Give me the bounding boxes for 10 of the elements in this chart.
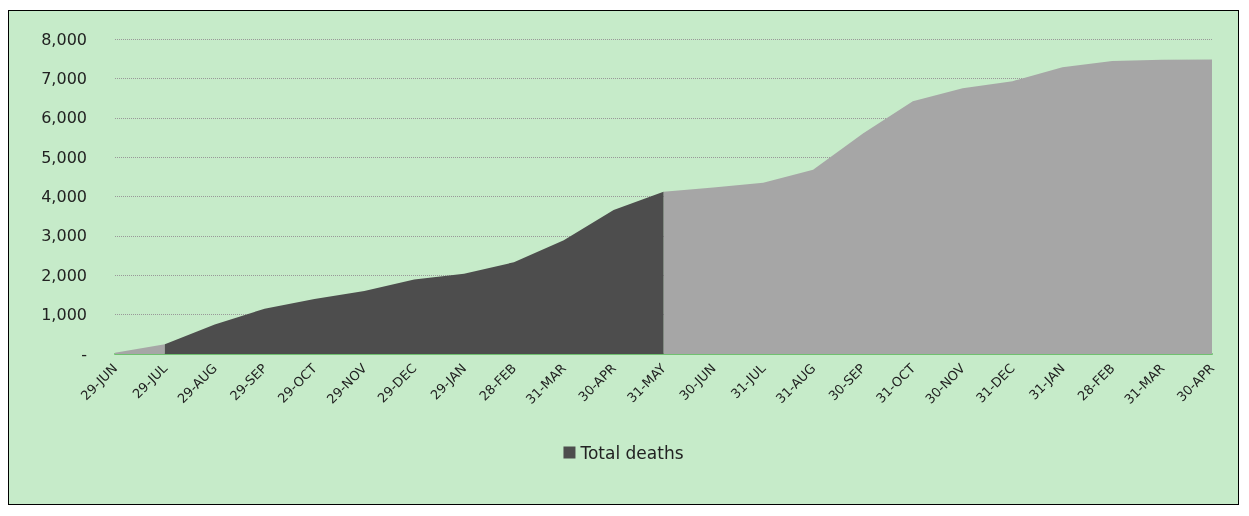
y-tick-label: 1,000	[41, 305, 87, 325]
y-tick-label: -	[81, 344, 87, 364]
y-tick-label: 2,000	[41, 265, 87, 285]
y-tick-label: 6,000	[41, 108, 87, 128]
y-tick-label: 4,000	[41, 187, 87, 206]
y-tick-label: 8,000	[41, 29, 87, 49]
legend-label: Total deaths	[579, 442, 684, 463]
y-tick-label: 3,000	[41, 226, 87, 246]
y-tick-label: 7,000	[41, 68, 87, 88]
y-tick-label: 5,000	[41, 147, 87, 167]
